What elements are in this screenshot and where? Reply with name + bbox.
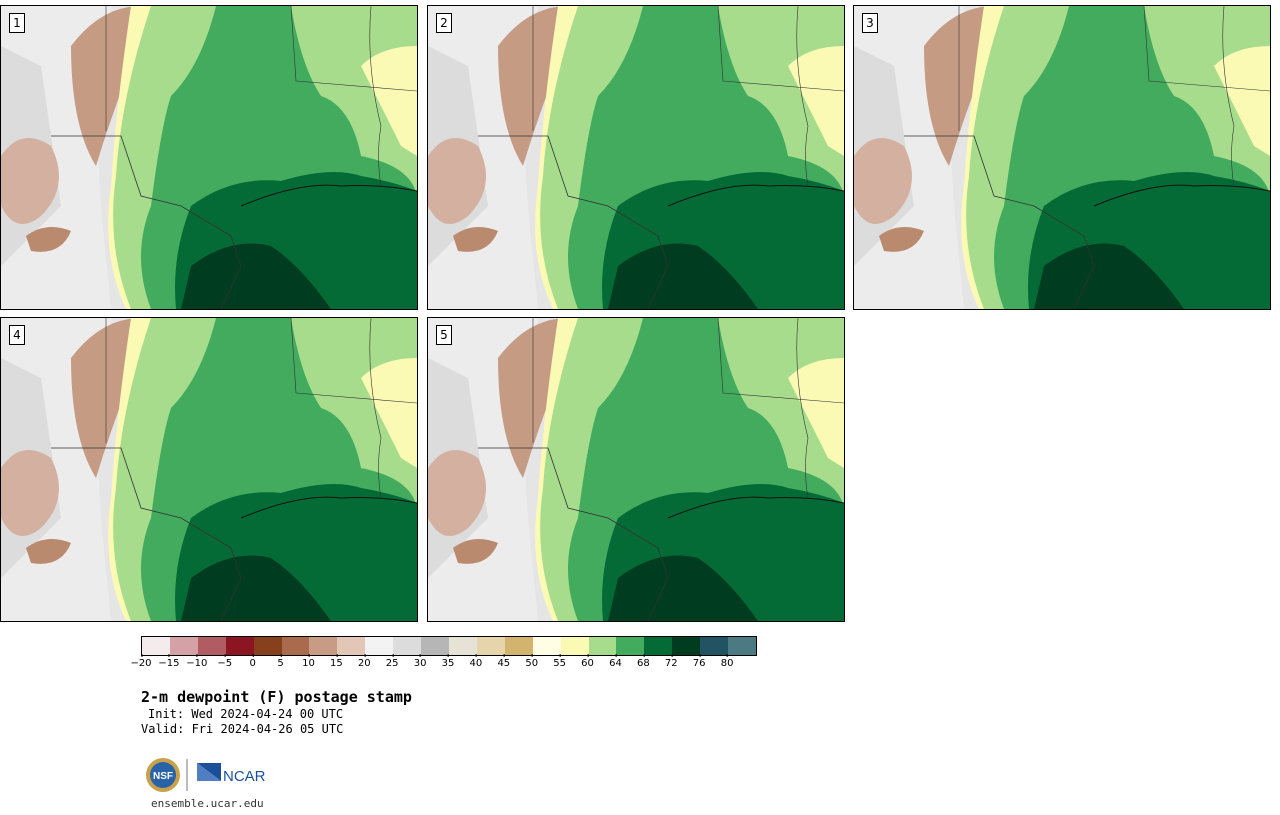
colorbar-swatch <box>672 637 701 655</box>
colorbar-swatch <box>337 637 366 655</box>
colorbar-swatch <box>532 637 561 655</box>
colorbar-tick-label: −15 <box>158 654 179 669</box>
ncar-logo-text: NCAR <box>223 768 266 785</box>
site-url: ensemble.ucar.edu <box>151 797 264 810</box>
colorbar-tick-label: 10 <box>302 654 315 669</box>
map-panel-5: 5 <box>427 317 845 622</box>
init-time: Init: Wed 2024-04-24 00 UTC <box>148 707 344 721</box>
colorbar-tick-label: 55 <box>553 654 566 669</box>
colorbar-swatch <box>560 637 589 655</box>
colorbar-tick-label: 76 <box>693 654 706 669</box>
valid-time: Valid: Fri 2024-04-26 05 UTC <box>141 722 344 736</box>
dewpoint-map <box>1 318 417 621</box>
colorbar-tick-label: 15 <box>330 654 343 669</box>
map-panel-3: 3 <box>853 5 1271 310</box>
dewpoint-map <box>1 6 417 309</box>
colorbar-swatch <box>728 637 756 655</box>
colorbar-swatch <box>309 637 338 655</box>
nsf-logo-text: NSF <box>153 771 173 782</box>
panel-number: 3 <box>862 13 878 33</box>
chart-title: 2-m dewpoint (F) postage stamp <box>141 688 412 706</box>
colorbar-swatch <box>253 637 282 655</box>
colorbar-tick-label: 72 <box>665 654 678 669</box>
map-panel-4: 4 <box>0 317 418 622</box>
panel-number: 2 <box>436 13 452 33</box>
colorbar-swatch <box>504 637 533 655</box>
colorbar-tick-label: −5 <box>217 654 232 669</box>
colorbar-swatch <box>616 637 645 655</box>
colorbar-swatch <box>281 637 310 655</box>
dewpoint-map <box>854 6 1270 309</box>
colorbar-tick-label: 68 <box>637 654 650 669</box>
colorbar-swatch <box>448 637 477 655</box>
colorbar-swatch <box>588 637 617 655</box>
colorbar <box>141 636 757 656</box>
colorbar-tick-label: 40 <box>470 654 482 669</box>
colorbar-swatch <box>700 637 729 655</box>
colorbar-swatch <box>644 637 673 655</box>
colorbar-tick-label: 5 <box>277 654 284 669</box>
dewpoint-map <box>428 318 844 621</box>
panel-number: 1 <box>9 13 25 33</box>
colorbar-swatch <box>393 637 422 655</box>
colorbar-swatch <box>225 637 254 655</box>
colorbar-tick-label: −10 <box>186 654 207 669</box>
colorbar-tick-label: 0 <box>249 654 256 669</box>
colorbar-swatch <box>421 637 449 655</box>
panel-number: 4 <box>9 325 25 345</box>
map-panel-1: 1 <box>0 5 418 310</box>
panel-number: 5 <box>436 325 452 345</box>
ncar-logo-icon: NCAR <box>197 763 266 785</box>
nsf-logo-icon: NSF <box>146 758 180 792</box>
colorbar-tick-label: 50 <box>525 654 538 669</box>
colorbar-tick-label: 20 <box>358 654 371 669</box>
colorbar-swatch <box>365 637 394 655</box>
colorbar-swatch <box>197 637 226 655</box>
colorbar-tick-label: 60 <box>581 654 594 669</box>
colorbar-tick-label: 64 <box>609 654 622 669</box>
colorbar-swatch <box>169 637 198 655</box>
colorbar-tick-label: 80 <box>721 654 733 669</box>
colorbar-swatch <box>142 637 170 655</box>
colorbar-tick-label: 35 <box>442 654 454 669</box>
logo-group: NSF NCAR <box>145 757 275 793</box>
colorbar-tick-label: −20 <box>130 654 152 669</box>
colorbar-tick-label: 30 <box>414 654 426 669</box>
dewpoint-map <box>428 6 844 309</box>
colorbar-swatch <box>476 637 505 655</box>
colorbar-ticks: −20 −15 −10 −5 0 5 10 15 20 25 30 35 40 45 50 55 60 64 68 7… <box>130 654 757 674</box>
colorbar-tick-label: 25 <box>386 654 399 669</box>
map-panel-2: 2 <box>427 5 845 310</box>
colorbar-tick-label: 45 <box>497 654 510 669</box>
